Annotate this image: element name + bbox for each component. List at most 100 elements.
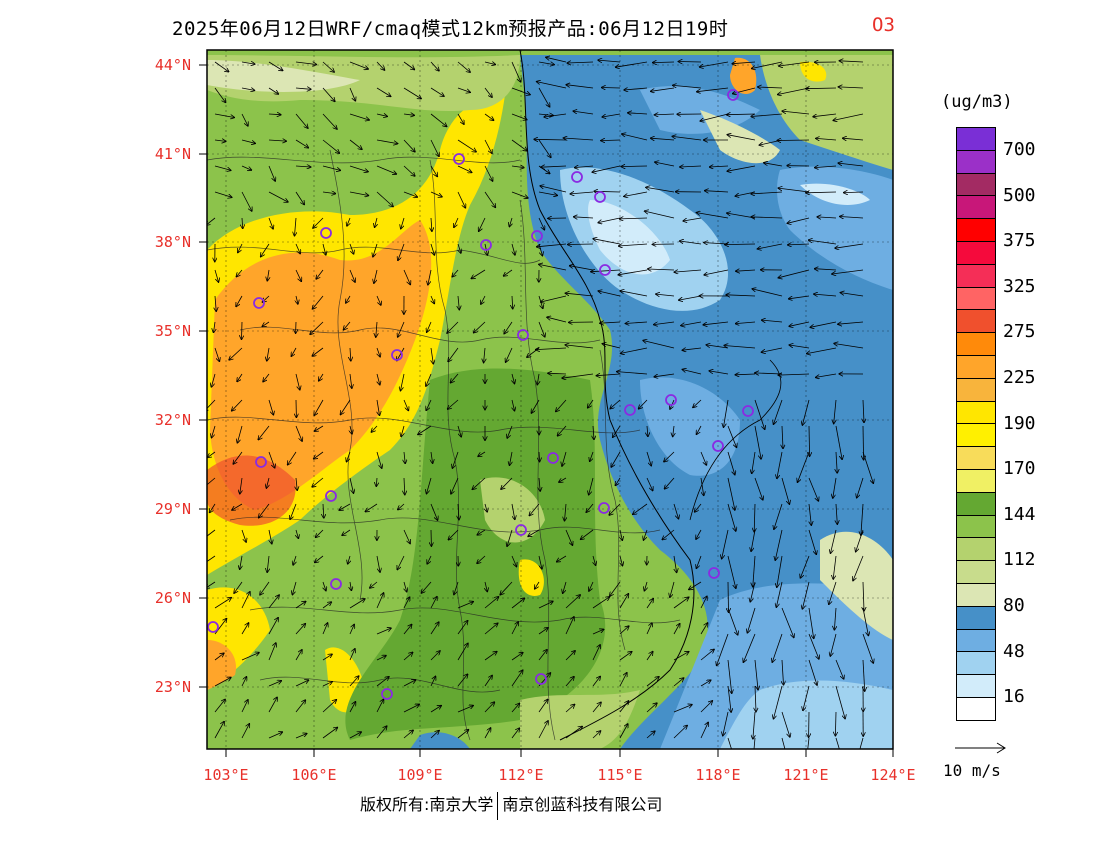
wind-arrow [454, 217, 459, 227]
colorbar-swatch [956, 605, 996, 629]
wind-arrow [559, 477, 567, 482]
wind-arrow [398, 243, 405, 260]
wind-arrow [558, 425, 567, 436]
wind-arrow [377, 347, 380, 357]
page-title: 2025年06月12日WRF/cmaq模式12km预报产品:06月12日19时 [172, 18, 729, 40]
map-frame [206, 49, 894, 750]
wind-arrow [457, 61, 470, 72]
wind-arrow [835, 685, 845, 719]
wind-arrow [674, 555, 677, 572]
wind-arrow [589, 477, 594, 495]
wind-arrow [426, 399, 432, 410]
wind-arrow [430, 87, 444, 96]
lon-label: 103°E [203, 766, 249, 784]
copyright-right: 南京创蓝科技有限公司 [502, 795, 663, 814]
wind-arrow [484, 113, 494, 120]
wind-arrow [700, 680, 711, 687]
wind-arrow [403, 139, 415, 152]
colorbar-tick-label: 144 [1003, 503, 1036, 525]
wind-arrow [621, 347, 648, 353]
wind-arrow [541, 295, 567, 302]
wind-arrow [673, 597, 689, 609]
wind-arrow [211, 373, 216, 387]
wind-arrow [241, 62, 255, 64]
wind-arrow [347, 451, 351, 462]
wind-arrow [544, 113, 567, 117]
wind-arrow [590, 451, 594, 461]
wind-arrow [617, 372, 648, 375]
wind-arrow [511, 87, 530, 95]
wind-arrow [570, 192, 594, 194]
wind-arrow [829, 581, 837, 604]
wind-arrow [598, 217, 621, 223]
wind-arrow [295, 624, 305, 635]
wind-arrow [747, 607, 756, 633]
copyright-left: 版权所有:南京大学 [360, 795, 494, 814]
wind-arrow [296, 477, 297, 490]
wind-arrow [268, 165, 275, 181]
wind-arrow [609, 503, 621, 515]
wind-arrow [401, 373, 405, 391]
wind-arrow [501, 477, 513, 489]
concentration-field [207, 50, 893, 749]
wind-arrow [477, 555, 486, 563]
lon-label: 118°E [695, 766, 741, 784]
wind-arrow [295, 602, 306, 609]
wind-arrow [207, 477, 216, 488]
wind-arrow [376, 165, 396, 174]
wind-arrow [753, 711, 755, 739]
wind-arrow [700, 596, 707, 609]
wind-arrow [538, 628, 548, 635]
wind-arrow [809, 503, 811, 525]
wind-arrow [322, 61, 334, 72]
wind-arrow [471, 269, 486, 279]
city-marker [547, 452, 559, 464]
wind-arrow [651, 87, 675, 91]
wind-arrow [754, 503, 755, 532]
wind-arrow [375, 217, 377, 227]
wind-arrow [398, 321, 405, 337]
wind-arrow [777, 555, 783, 587]
wind-arrow [598, 291, 621, 297]
wind-arrow [593, 425, 594, 439]
wind-arrow [724, 346, 756, 349]
wind-arrow [626, 322, 648, 324]
colorbar-swatch [956, 286, 996, 310]
wind-reference-label: 10 m/s [943, 761, 1001, 780]
wind-arrow [562, 451, 567, 466]
wind-arrow [646, 187, 675, 193]
wind-arrow [646, 599, 653, 609]
wind-arrow [778, 269, 810, 278]
wind-arrow [484, 702, 494, 713]
wind-arrow [620, 529, 622, 540]
colorbar-swatch [956, 332, 996, 355]
colorbar-swatch [956, 218, 996, 241]
wind-arrow [727, 135, 756, 141]
lon-label: 109°E [397, 766, 443, 784]
wind-arrow [268, 87, 278, 94]
wind-arrow [774, 503, 783, 529]
wind-arrow [646, 623, 652, 635]
lat-label: 23°N [154, 678, 191, 696]
wind-arrow [295, 88, 311, 89]
wind-arrow [781, 607, 794, 637]
wind-arrow [292, 581, 297, 595]
wind-arrow [314, 451, 324, 459]
wind-arrow [214, 619, 227, 635]
wind-arrow [743, 633, 756, 662]
wind-arrow [350, 581, 351, 590]
wind-arrow [511, 555, 517, 567]
wind-arrow [511, 598, 524, 609]
wind-arrow [546, 57, 567, 63]
wind-arrow [215, 295, 216, 311]
wind-arrow [535, 581, 540, 589]
wind-arrow [656, 294, 675, 296]
wind-arrow [509, 217, 512, 227]
wind-arrow [736, 270, 756, 271]
wind-arrow [237, 425, 243, 443]
wind-arrow [240, 555, 242, 569]
wind-arrow [806, 88, 837, 89]
wind-arrow [834, 399, 836, 424]
wind-arrow [673, 85, 702, 89]
wind-arrow [709, 371, 729, 375]
